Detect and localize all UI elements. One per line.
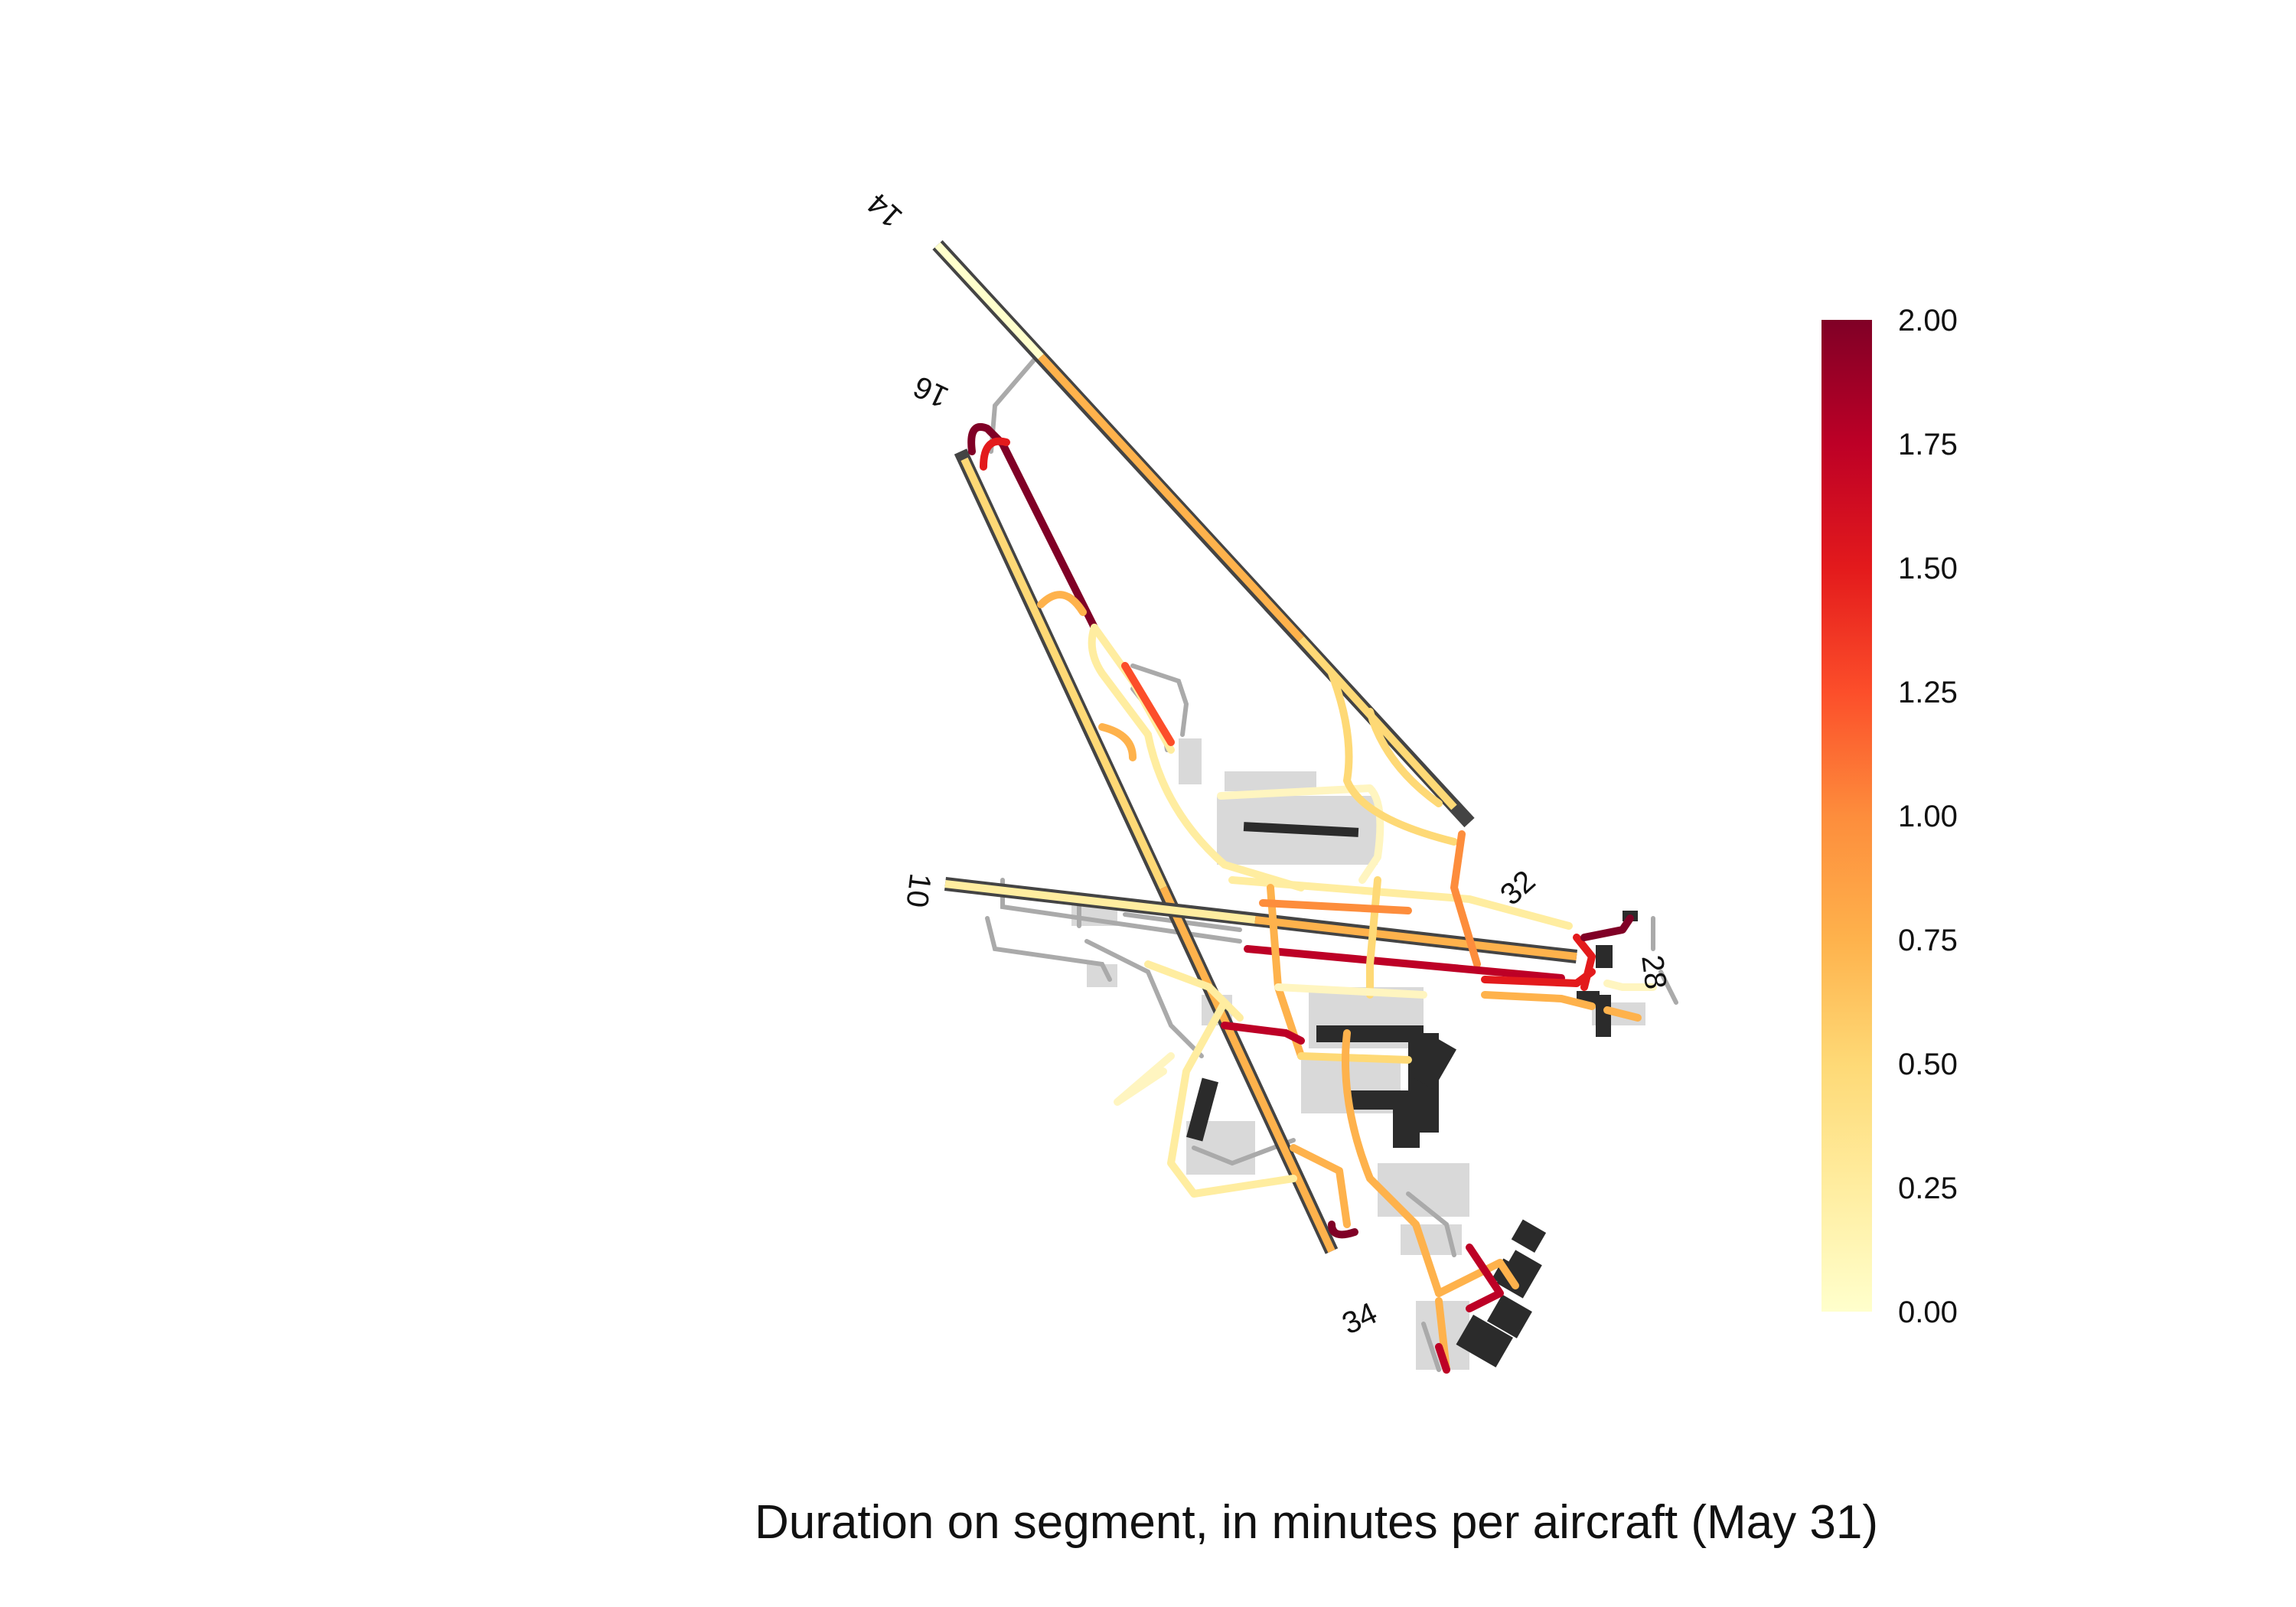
runway-14-32-segment — [934, 242, 1044, 360]
runway-label-10: 10 — [899, 872, 937, 910]
taxiway-segment — [1167, 999, 1297, 1198]
taxiway-segment — [1481, 991, 1596, 1010]
taxiway-segment — [1580, 914, 1634, 941]
colorbar: 0.00 0.25 0.50 0.75 1.00 1.25 1.50 1.75 … — [1821, 304, 1958, 1329]
taxiway-segment — [1297, 1052, 1412, 1064]
colorbar-tick-label: 1.25 — [1898, 676, 1958, 709]
taxiway-segment — [1259, 899, 1412, 914]
building — [1496, 1250, 1542, 1299]
taxiway-segment — [1221, 1022, 1305, 1045]
building — [1243, 822, 1359, 837]
taxiway-path — [985, 916, 1112, 982]
taxiway-segment — [1603, 1006, 1642, 1022]
colorbar-tick-labels: 0.00 0.25 0.50 0.75 1.00 1.25 1.50 1.75 … — [1898, 304, 1958, 1329]
taxiway-segment — [1088, 624, 1152, 738]
taxiway-segment — [1098, 723, 1137, 761]
taxiway-segment — [1435, 1259, 1519, 1297]
runway-16-34-segment — [1159, 885, 1336, 1253]
runways — [932, 240, 1578, 1254]
building — [1186, 1077, 1218, 1142]
runway-label-34: 34 — [1337, 1296, 1382, 1341]
taxiway-segment — [1328, 670, 1458, 846]
building — [1596, 945, 1613, 968]
building — [1393, 1102, 1420, 1148]
colorbar-tick-label: 0.00 — [1898, 1296, 1958, 1329]
taxiway-segment — [1342, 1029, 1443, 1297]
taxiway-path — [1651, 916, 1678, 1005]
colorbar-tick-label: 0.25 — [1898, 1172, 1958, 1205]
taxiway-segment — [1573, 934, 1596, 991]
building — [1486, 1294, 1532, 1338]
runway-14-32-segment — [1038, 354, 1304, 642]
colorbar-tick-label: 0.75 — [1898, 924, 1958, 957]
taxiway-segment — [1328, 1221, 1358, 1239]
runway-16-34-segment — [960, 457, 1167, 890]
colorbar-tick-label: 2.00 — [1898, 304, 1958, 337]
building — [1316, 1025, 1424, 1042]
taxiway-segment — [1114, 1052, 1175, 1106]
taxiway-segments — [967, 423, 1657, 1374]
taxiway-path — [1192, 1138, 1296, 1166]
building — [1414, 1038, 1456, 1090]
apron-areas — [1071, 738, 1645, 1370]
taxiway-segment — [1466, 1244, 1504, 1312]
taxiway-path — [1406, 1191, 1456, 1257]
taxiway-segment — [1244, 945, 1565, 982]
colorbar-tick-label: 0.50 — [1898, 1048, 1958, 1081]
buildings — [1186, 822, 1638, 1367]
runway-labels: 14 16 10 32 28 34 — [861, 186, 1672, 1341]
runway-label-14: 14 — [861, 186, 909, 233]
taxiway-path — [1084, 939, 1204, 1058]
taxiway-path — [1130, 663, 1189, 737]
airport-map: 14 16 10 32 28 34 — [861, 186, 1678, 1374]
runway-label-28: 28 — [1635, 953, 1672, 992]
taxiway-segment — [1274, 983, 1427, 999]
taxiway-segment — [980, 437, 1010, 471]
building — [1456, 1314, 1513, 1367]
apron-block — [1179, 738, 1202, 784]
taxiway-segment — [1037, 591, 1087, 616]
building — [1511, 1219, 1547, 1253]
taxiway-segment — [1603, 980, 1657, 991]
taxiway-segment — [1144, 960, 1244, 1022]
colorbar-gradient — [1821, 320, 1872, 1312]
taxiway-segment — [1435, 1343, 1450, 1374]
figure-caption: Duration on segment, in minutes per airc… — [755, 1496, 1878, 1549]
taxiway-segment — [1144, 731, 1305, 892]
runway-label-16: 16 — [908, 369, 954, 414]
runway-10-28-segment — [1254, 916, 1577, 960]
taxiway-segment — [1366, 708, 1443, 807]
taxiway-segment — [1228, 876, 1573, 930]
colorbar-tick-label: 1.00 — [1898, 800, 1958, 833]
taxiway-path — [1421, 1322, 1441, 1372]
taxiway-segment — [1290, 1144, 1351, 1228]
colorbar-tick-label: 1.75 — [1898, 428, 1958, 461]
taxiway-segment — [1450, 830, 1481, 968]
taxiway-segment — [1121, 662, 1175, 746]
runway-10-28-segment — [944, 880, 1256, 924]
colorbar-tick-label: 1.50 — [1898, 552, 1958, 585]
